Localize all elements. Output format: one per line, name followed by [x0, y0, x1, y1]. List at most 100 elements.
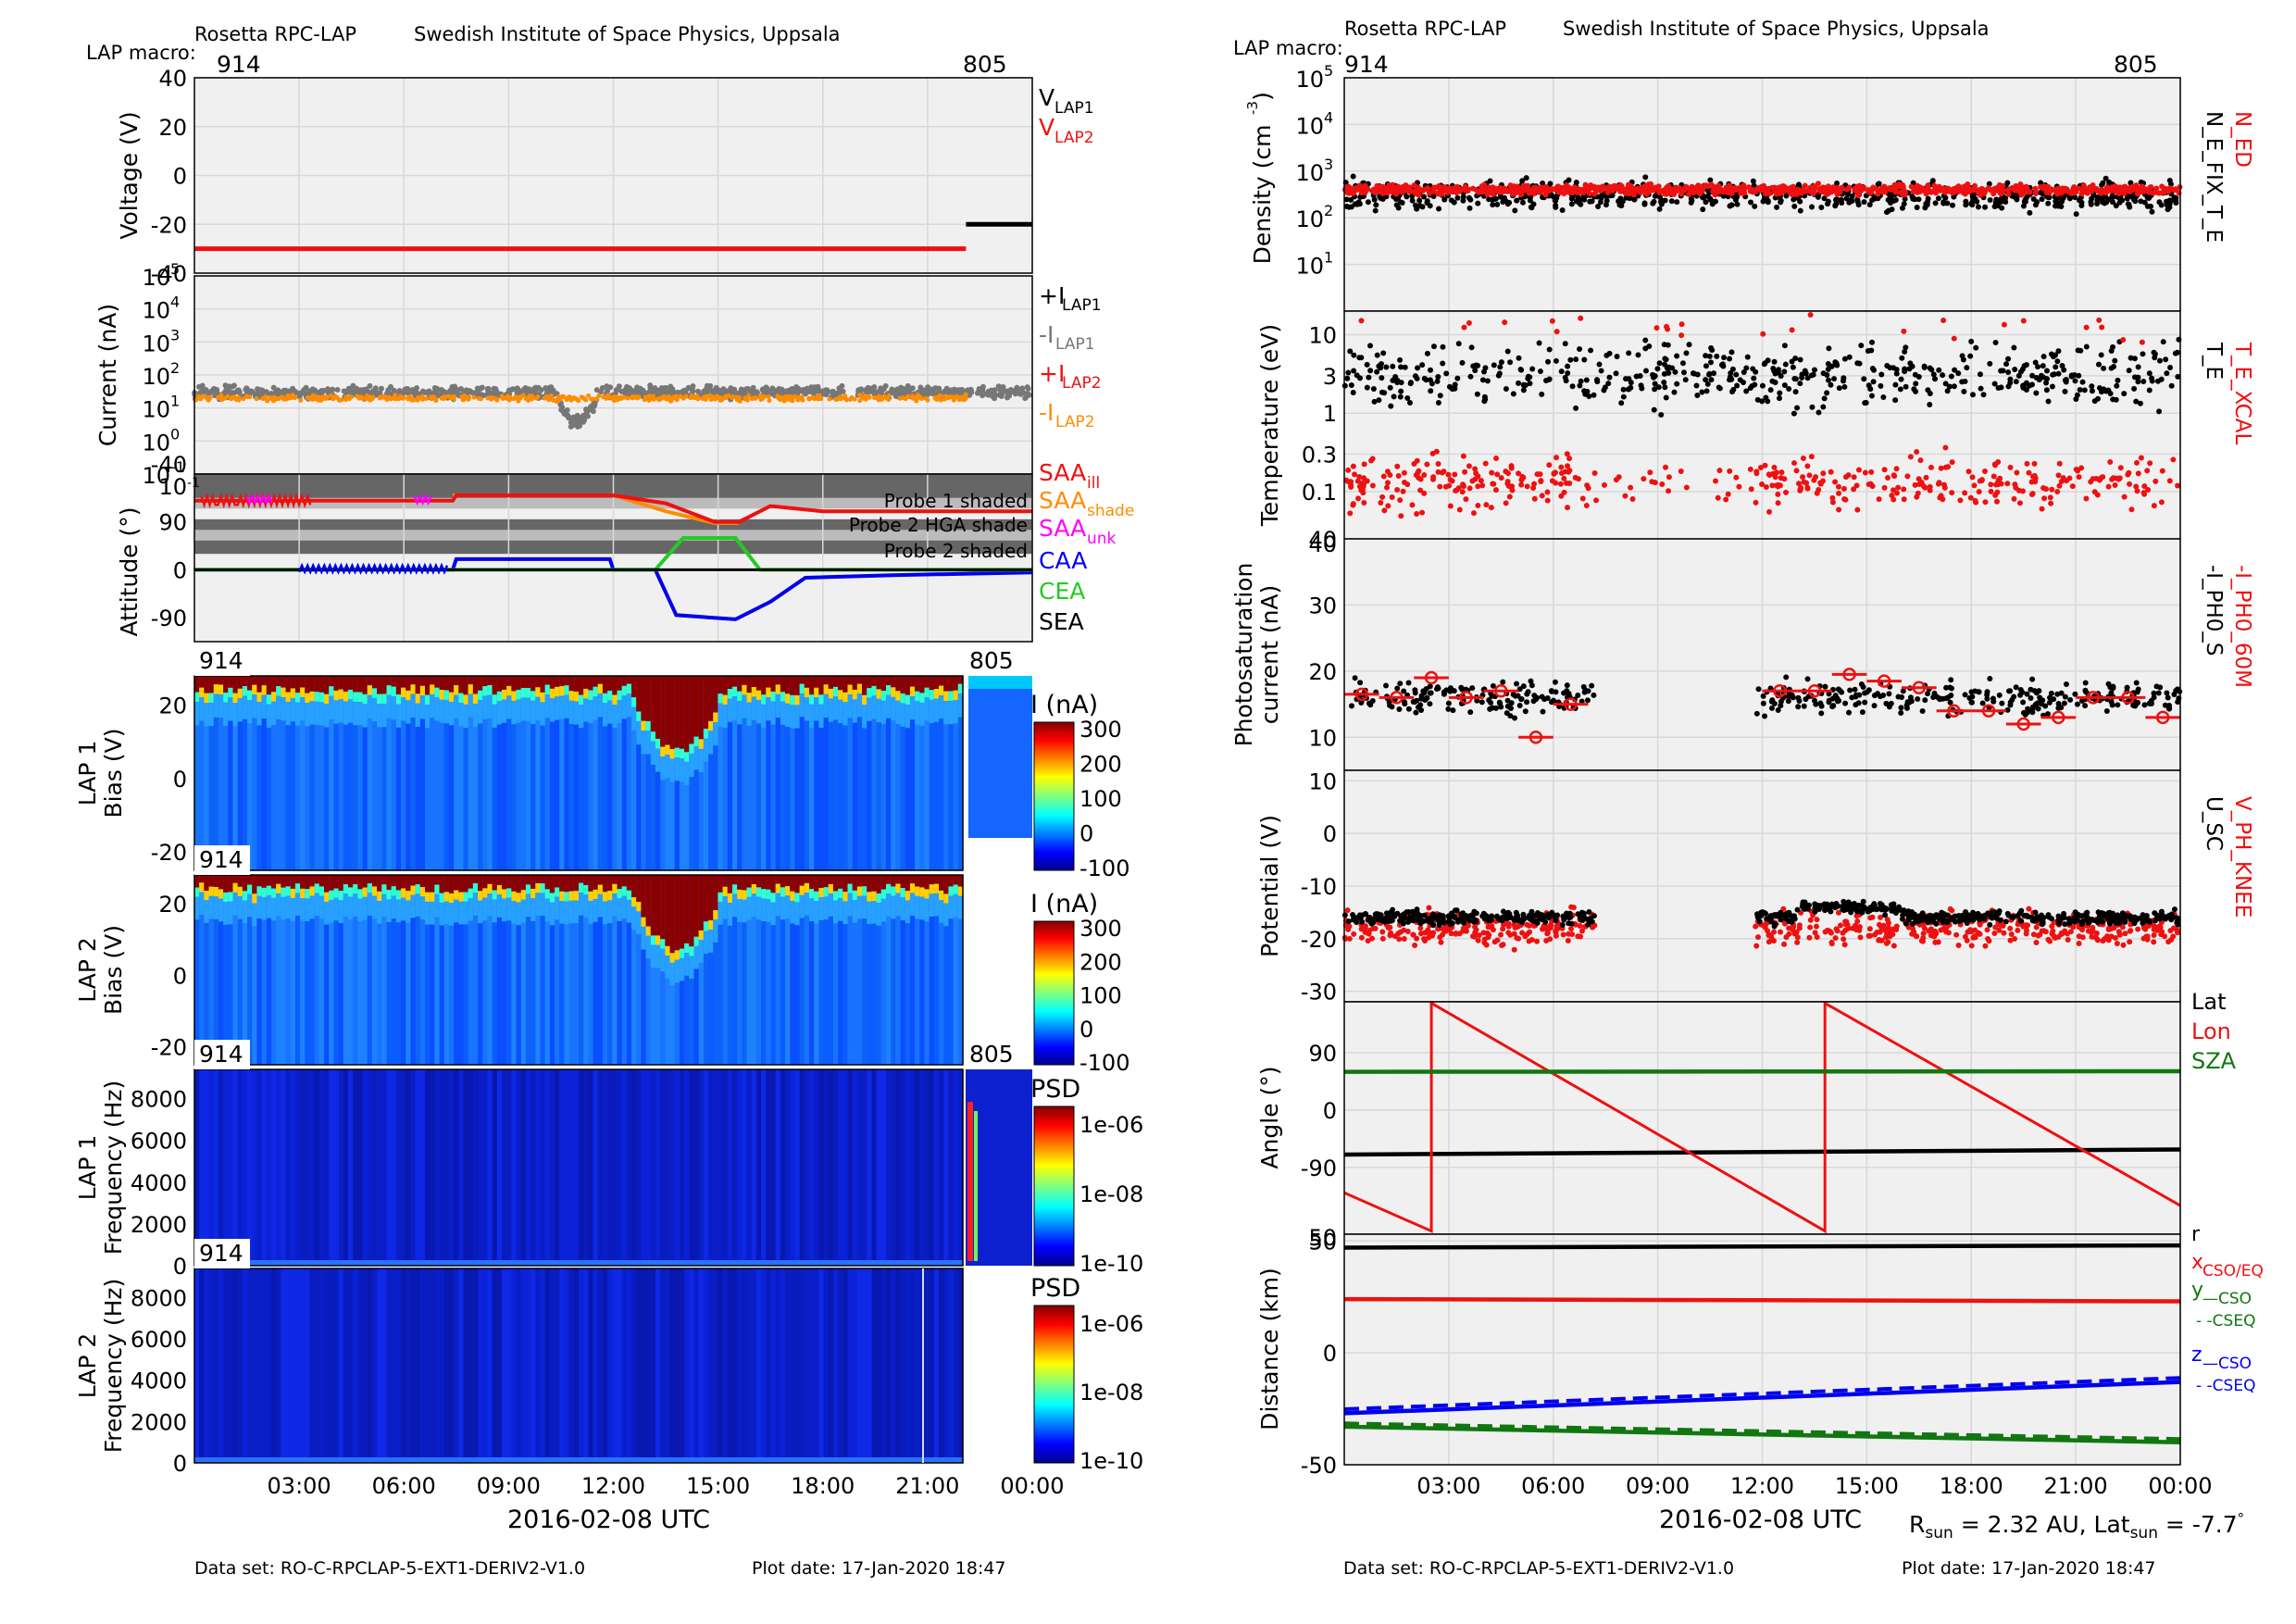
- heatmap-cell: [742, 875, 748, 1065]
- heatmap-cell: [775, 893, 781, 917]
- heatmap-cell: [318, 1268, 325, 1463]
- heatmap-cell: [804, 882, 810, 893]
- y-tick-exp: 3: [1324, 156, 1333, 173]
- heatmap-cell: [742, 694, 748, 718]
- heatmap-cell: [900, 676, 906, 870]
- data-point: [1942, 194, 1949, 201]
- heatmap-cell: [290, 676, 296, 870]
- heatmap-cell: [333, 676, 340, 691]
- heatmap-cell: [847, 684, 854, 695]
- heatmap-cell: [266, 676, 272, 695]
- data-point: [1569, 383, 1576, 390]
- heatmap-cell: [204, 1069, 210, 1266]
- data-point: [881, 394, 887, 399]
- heatmap-cell: [549, 688, 555, 699]
- heatmap-cell: [343, 676, 349, 692]
- heatmap-cell: [454, 685, 459, 695]
- heatmap-cell: [520, 875, 527, 891]
- heatmap-cell: [867, 676, 873, 870]
- heatmap-cell: [626, 875, 632, 1065]
- heatmap-cell: [689, 1069, 695, 1266]
- heatmap-cell: [766, 687, 772, 698]
- heatmap-cell: [559, 1268, 566, 1463]
- heatmap-cell: [880, 898, 887, 922]
- macro-label-right: LAP macro:: [1233, 37, 1343, 59]
- heatmap-cell: [425, 676, 430, 695]
- heatmap-cell: [809, 694, 815, 705]
- heatmap-cell: [410, 1069, 417, 1266]
- heatmap-cell: [290, 875, 296, 889]
- data-point: [2054, 191, 2061, 197]
- heatmap-cell: [194, 676, 200, 693]
- heatmap-cell: [329, 676, 335, 687]
- heatmap-cell: [555, 1268, 560, 1463]
- data-point: [476, 395, 481, 401]
- data-point: [886, 394, 892, 399]
- heatmap-cell: [516, 1268, 522, 1463]
- y-axis-label: Frequency (Hz): [100, 1279, 127, 1454]
- data-point: [2073, 185, 2079, 192]
- heatmap-cell: [665, 755, 671, 779]
- heatmap-cell: [939, 695, 944, 719]
- heatmap-cell: [525, 697, 531, 721]
- heatmap-cell: [555, 686, 560, 697]
- heatmap-cell: [948, 886, 955, 896]
- data-point: [1929, 178, 1936, 184]
- heatmap-cell: [703, 676, 709, 870]
- heatmap-cell: [852, 676, 858, 870]
- heatmap-cell: [516, 893, 522, 903]
- heatmap-cell: [290, 888, 296, 899]
- data-point: [1815, 181, 1821, 187]
- heatmap-cell: [689, 743, 695, 754]
- data-point: [1767, 387, 1774, 394]
- heatmap-cell: [867, 676, 873, 689]
- heatmap-cell: [391, 676, 397, 870]
- heatmap-cell: [579, 676, 584, 695]
- heatmap-cell: [362, 676, 368, 870]
- data-point: [1600, 185, 1606, 192]
- data-point: [646, 389, 653, 395]
- heatmap-cell: [242, 1268, 248, 1463]
- heatmap-cell: [362, 887, 368, 897]
- heatmap-cell: [891, 1069, 896, 1266]
- heatmap-cell: [660, 939, 666, 949]
- data-point: [930, 389, 936, 395]
- data-point: [2111, 187, 2117, 194]
- heatmap-cell: [386, 1268, 393, 1463]
- heatmap-cell: [929, 1069, 935, 1266]
- heatmap-cell: [434, 676, 441, 688]
- heatmap-cell: [324, 1069, 330, 1266]
- heatmap-cell: [218, 898, 224, 922]
- data-point: [1846, 184, 1853, 191]
- heatmap-cell: [579, 676, 584, 870]
- heatmap-cell: [602, 892, 608, 902]
- heatmap-cell: [353, 676, 358, 693]
- heatmap-cell: [751, 696, 757, 720]
- heatmap-cell: [909, 875, 916, 1065]
- data-point: [1843, 195, 1850, 202]
- heatmap-cell: [645, 731, 652, 755]
- data-point: [414, 385, 420, 392]
- heatmap-cell: [401, 697, 406, 721]
- heatmap-cell: [329, 1069, 335, 1266]
- heatmap-cell: [621, 875, 628, 887]
- heatmap-cell: [194, 887, 200, 897]
- y-tick-label: 10: [142, 397, 170, 423]
- data-point: [397, 394, 403, 399]
- heatmap-cell: [607, 690, 613, 701]
- series-n-ed: [1341, 181, 2183, 199]
- heatmap-cell: [915, 1268, 920, 1463]
- heatmap-cell: [454, 1268, 459, 1463]
- heatmap-cell: [583, 894, 589, 918]
- data-point: [1487, 178, 1493, 184]
- heatmap-cell: [463, 1268, 469, 1463]
- data-point: [1484, 378, 1491, 384]
- heatmap-cell: [247, 875, 253, 885]
- heatmap-cell: [929, 676, 935, 870]
- heatmap-cell: [790, 875, 796, 1065]
- data-point: [1577, 200, 1583, 206]
- data-point: [1901, 201, 1907, 207]
- data-point: [2134, 191, 2140, 197]
- heatmap-cell: [348, 896, 354, 920]
- heatmap-cell: [454, 676, 459, 870]
